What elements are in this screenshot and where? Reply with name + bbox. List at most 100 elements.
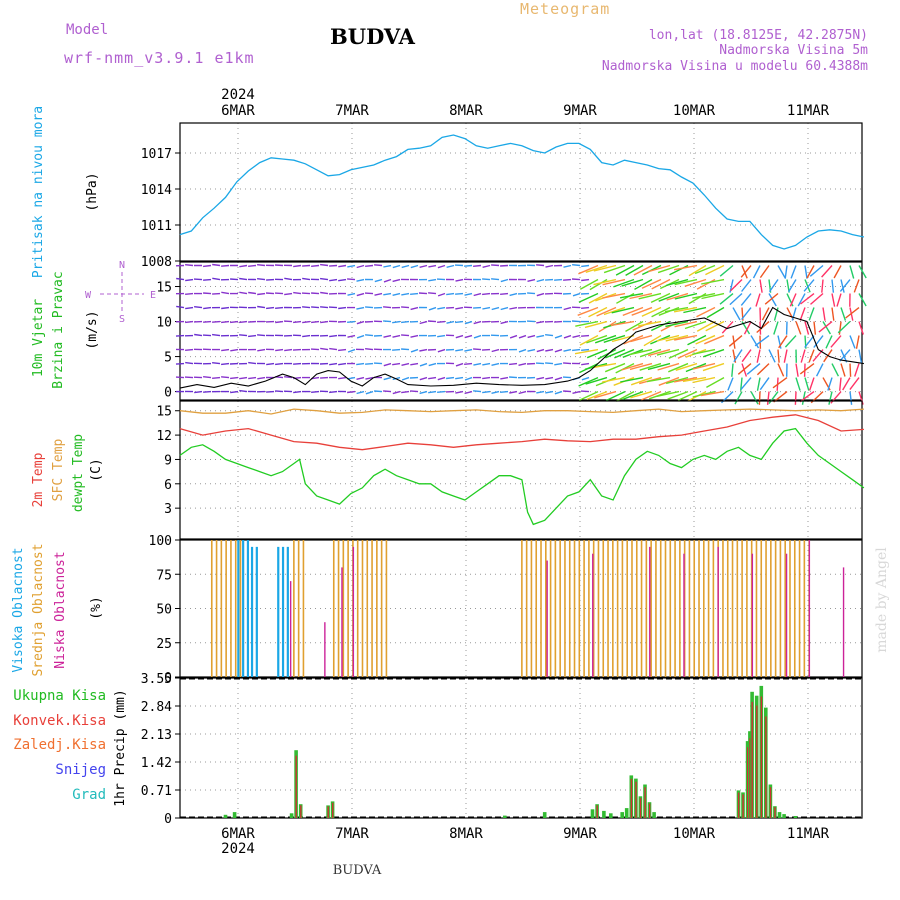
wind-barb [625, 320, 644, 333]
wind-barb [741, 349, 752, 363]
wind-barb [185, 361, 194, 365]
wind-barb [410, 264, 419, 269]
wind-barb [692, 362, 716, 370]
wind-barb [737, 363, 752, 375]
wind-barb [702, 362, 725, 372]
wind-barb [446, 292, 455, 296]
wind-barb [646, 376, 671, 383]
wind-barb [455, 278, 464, 282]
legend-snow: Snijeg [55, 762, 106, 778]
wind-barb [808, 377, 815, 391]
wind-barb [203, 320, 212, 323]
wind-barb [828, 391, 833, 405]
wind-barb [401, 334, 410, 337]
wind-barb [347, 278, 356, 281]
wind-barb [473, 390, 482, 393]
wind-barb [704, 334, 725, 345]
precip-total-bar [223, 814, 228, 818]
wind-barb [491, 362, 500, 366]
pressure-ytick-label: 1017 [141, 147, 172, 162]
wind-barb [212, 292, 221, 295]
temp-unit: (C) [89, 458, 104, 481]
wind-ytick-label: 10 [156, 316, 172, 331]
precip-conv-bar [300, 805, 302, 818]
wind-barb [790, 265, 797, 279]
wind-barb [500, 306, 509, 311]
wind-barb [365, 306, 374, 309]
wind-barb [464, 320, 473, 325]
wind-barb [203, 390, 212, 393]
wind-barb [839, 279, 851, 292]
wind-barb [392, 278, 401, 283]
wind-barb [374, 292, 383, 296]
wind-barb [437, 390, 446, 393]
wind-barb [266, 278, 275, 281]
wind-barb [613, 278, 635, 288]
wind-barb [589, 278, 608, 291]
wind-barb [500, 292, 509, 295]
wind-barb [731, 363, 734, 377]
wind-barb [239, 264, 248, 268]
wind-barb [266, 306, 275, 310]
wind-barb [392, 362, 401, 366]
wind-barb [464, 264, 473, 267]
wind-barb [804, 335, 815, 348]
wind-ylabel-2: Brzina i Pravac [51, 271, 66, 388]
wind-barb [302, 320, 311, 324]
wind-barb [572, 390, 581, 394]
wind-barb [797, 293, 806, 307]
cloud-ytick-label: 75 [156, 568, 172, 583]
precip-conv-bar [644, 787, 646, 818]
precip-panel: 0 0.71 1.42 2.13 2.84 3.55 [141, 672, 863, 827]
wind-barb [554, 320, 563, 323]
wind-barb [639, 348, 662, 358]
wind-barb [302, 277, 311, 281]
wind-barb [610, 320, 635, 327]
wind-barb [833, 265, 842, 279]
wind-barb [791, 307, 797, 321]
wind-barb [473, 306, 482, 309]
wind-barb [320, 277, 329, 281]
wind-barb [810, 292, 824, 305]
wind-barb [677, 390, 698, 402]
wind-barb [593, 278, 617, 286]
wind-barb [239, 376, 248, 380]
wind-barb [813, 335, 824, 348]
wind-barb [750, 335, 760, 349]
precip-conv-bar [756, 705, 758, 818]
precip-total-bar [777, 812, 782, 818]
wind-barb [803, 279, 815, 292]
wind-barb [536, 348, 545, 353]
wind-barb [813, 321, 817, 335]
wind-barb [221, 348, 230, 352]
wind-barb [685, 362, 707, 373]
pressure-frame [179, 122, 863, 262]
temp-ytick-label: 9 [164, 453, 172, 468]
wind-barb [581, 362, 590, 366]
wind-barb [752, 265, 761, 279]
wind-barb [827, 377, 833, 391]
wind-barb [756, 349, 761, 363]
wind-barb [428, 292, 437, 295]
wind-barb [221, 306, 230, 310]
wind-barb [619, 292, 644, 299]
compass-rose: N S W E [85, 260, 156, 325]
wind-barb [203, 278, 212, 281]
wind-barb [509, 390, 518, 394]
wind-barb [212, 263, 221, 267]
wind-barb [248, 361, 257, 365]
wind-barb [581, 376, 590, 381]
wind-barb [437, 264, 446, 269]
wind-barb [419, 264, 428, 268]
pressure-ytick-label: 1008 [141, 255, 172, 270]
wind-barb [347, 334, 356, 338]
wind-barb [212, 376, 221, 379]
wind-barb [536, 334, 545, 338]
wind-barb [419, 390, 428, 395]
wind-barb [839, 349, 851, 362]
precip-legend: Ukupna Kisa Konvek.Kisa Zaledj.Kisa Snij… [13, 688, 106, 803]
wind-barb [356, 334, 365, 339]
wind-barb [581, 278, 590, 282]
wind-barb [554, 376, 563, 381]
